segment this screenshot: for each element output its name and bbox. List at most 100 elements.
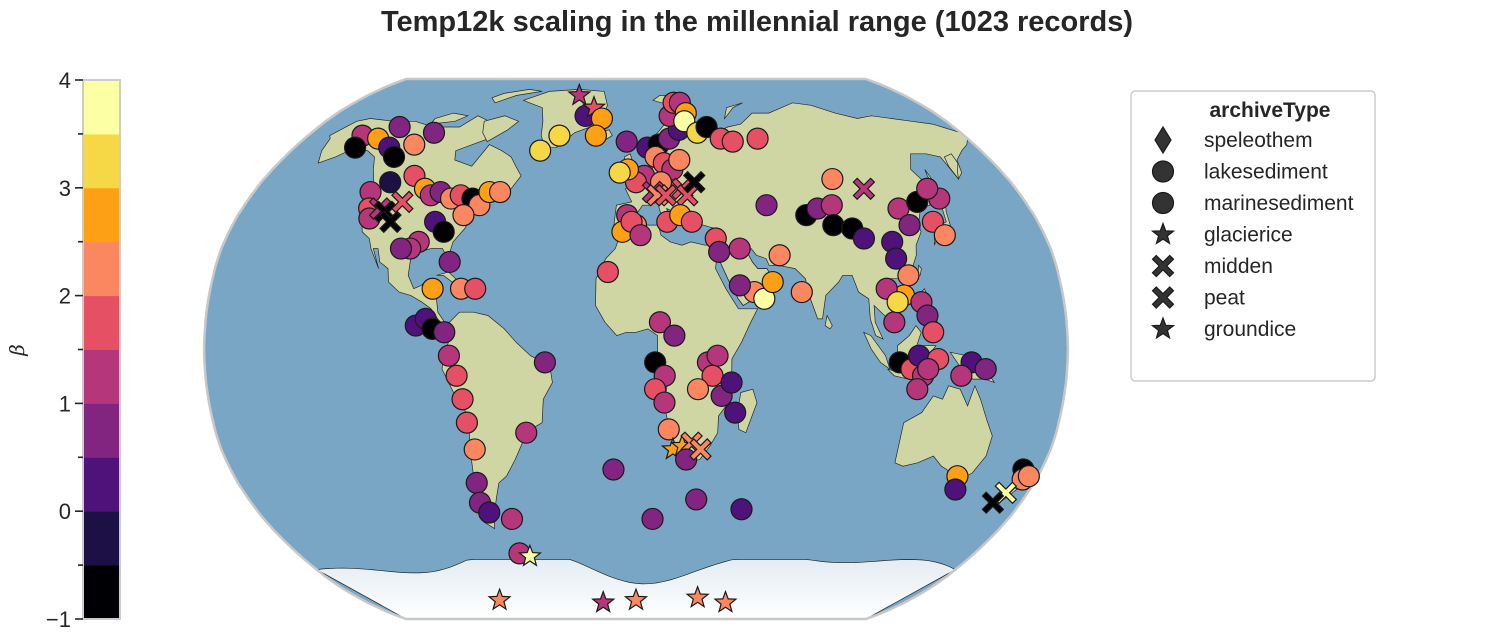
data-point-circle	[886, 291, 909, 314]
colorbar-bin	[83, 457, 120, 512]
ellesmere-landmass	[491, 89, 543, 104]
data-point-star	[591, 589, 616, 613]
baffin-landmass	[482, 115, 520, 143]
data-point-x	[391, 190, 414, 214]
data-point-circle	[437, 344, 461, 367]
legend-marker-circle	[1151, 191, 1175, 215]
data-point-circle	[478, 501, 501, 524]
legend-marker-x	[1151, 286, 1175, 309]
data-point-circle	[515, 421, 538, 444]
data-point-circle	[730, 498, 753, 521]
data-point-circle	[720, 371, 743, 394]
data-point-circle	[820, 194, 843, 217]
data-point-circle	[680, 210, 703, 233]
data-point-circle	[883, 311, 906, 334]
data-point-circle	[663, 324, 686, 347]
legend-label: midden	[1204, 255, 1273, 278]
data-point-circle	[906, 378, 929, 401]
colorbar-tick-label: 4	[59, 68, 71, 93]
data-point-circle	[596, 260, 619, 284]
data-point-x	[852, 177, 876, 201]
data-point-circle	[344, 136, 367, 159]
data-point-circle	[822, 214, 845, 237]
data-point-circle	[1017, 465, 1040, 488]
data-point-circle	[463, 438, 486, 461]
data-point-circle	[653, 391, 676, 414]
australia-landmass	[894, 384, 993, 480]
data-point-x	[654, 183, 678, 207]
colorbar-tick-label: −1	[46, 607, 71, 632]
data-point-x	[682, 170, 706, 194]
data-point-x	[689, 438, 712, 461]
data-point-circle	[422, 121, 446, 144]
world-map	[202, 77, 1070, 621]
data-point-circle	[403, 133, 426, 156]
chart-title: Temp12k scaling in the millennial range …	[381, 6, 1133, 38]
data-point-circle	[464, 277, 487, 300]
data-point-circle	[465, 471, 488, 494]
victoria-island-landmass	[429, 112, 470, 125]
colorbar-bin	[83, 403, 120, 458]
data-point-star	[487, 587, 512, 611]
data-point-circle	[668, 148, 691, 172]
data-point-circle	[933, 224, 956, 247]
data-point-circle	[974, 357, 997, 381]
data-point-circle	[433, 321, 456, 344]
data-point-circle	[746, 127, 769, 150]
legend-frame	[1130, 90, 1376, 382]
data-point-circle	[706, 344, 729, 367]
colorbar: −1 0 1 2 3 4	[46, 68, 121, 632]
data-point-circle	[615, 130, 638, 153]
data-point-circle	[455, 411, 479, 434]
data-point-circle	[657, 418, 680, 441]
colorbar-bin	[83, 80, 120, 135]
legend-label: speleothem	[1204, 129, 1313, 152]
colorbar-tick-label: 3	[59, 176, 71, 201]
colorbar-tick-label: 2	[59, 284, 71, 309]
legend-label: groundice	[1204, 318, 1296, 341]
sumatra-landmass	[862, 331, 891, 371]
data-point-circle	[922, 321, 945, 344]
data-point-circle	[950, 364, 973, 387]
colorbar-bin	[83, 511, 120, 566]
legend-label: glacierice	[1204, 224, 1293, 247]
data-point-x	[981, 491, 1005, 515]
data-point-circle	[445, 364, 468, 387]
legend-title: archiveType	[1209, 99, 1330, 122]
data-point-circle	[648, 311, 672, 334]
data-point-circle	[721, 130, 744, 153]
data-point-circle	[755, 194, 778, 217]
data-point-circle	[761, 270, 784, 294]
colorbar-bin	[83, 565, 120, 620]
legend-marker-x	[1151, 254, 1175, 278]
data-point-star	[567, 82, 592, 106]
data-point-circle	[917, 357, 940, 381]
data-point-circle	[389, 237, 413, 260]
data-point-star	[685, 584, 710, 609]
legend-label: lakesediment	[1204, 161, 1328, 184]
kamchatka-landmass	[943, 153, 960, 181]
novaya-zemlya-landmass	[723, 102, 743, 120]
data-point-circle	[728, 237, 751, 260]
data-point-circle	[379, 171, 402, 194]
land-masses	[315, 89, 1034, 619]
data-point-star	[623, 587, 649, 611]
legend-marker-circle	[1151, 160, 1175, 183]
colorbar-bin	[83, 187, 120, 243]
sri-lanka-landmass	[824, 314, 833, 330]
data-point-circle	[790, 280, 813, 304]
legend: archiveType speleothem lakesediment marine…	[1130, 90, 1376, 382]
data-point-circle	[432, 220, 455, 243]
data-point-circle	[898, 214, 921, 237]
data-point-circle	[382, 145, 406, 168]
data-point-circle	[728, 274, 751, 297]
colorbar-bin	[83, 133, 120, 189]
data-point-circle	[852, 227, 876, 250]
data-point-circle	[438, 250, 461, 274]
data-point-circle	[897, 264, 920, 287]
data-point-star	[713, 589, 738, 613]
colorbar-label: β	[5, 344, 29, 357]
colorbar-bin	[83, 241, 120, 297]
data-point-circle	[768, 244, 791, 267]
legend-label: marinesediment	[1204, 192, 1354, 215]
